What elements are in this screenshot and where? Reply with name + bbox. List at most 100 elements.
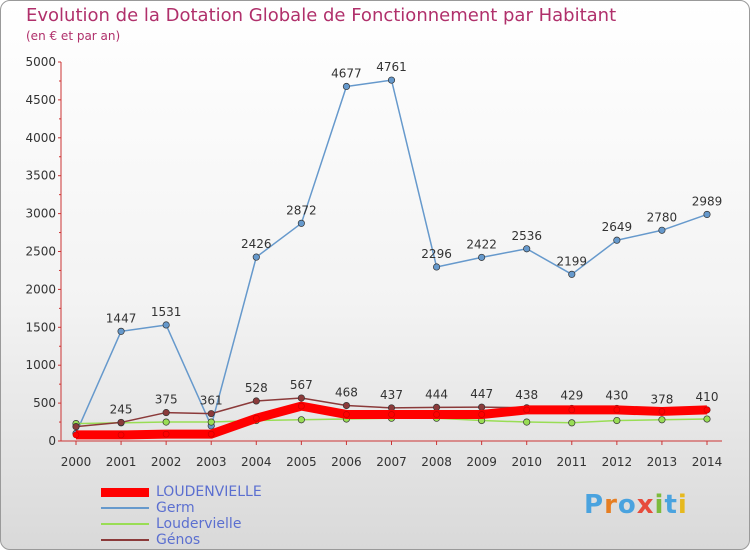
data-point-loudenvielle [658,408,666,415]
data-point-germ [297,219,305,227]
y-tick-label: 3500 [25,169,56,183]
data-label: 567 [290,378,313,392]
data-point-germ [433,263,441,271]
data-label: 430 [605,388,628,402]
data-label: 2872 [286,203,317,217]
data-point-loudenvielle [343,411,350,418]
data-point-loudenvielle [703,406,711,414]
legend-label: LOUDENVIELLE [156,484,262,500]
data-label: 2536 [511,229,542,243]
y-tick-label: 0 [48,434,56,448]
x-tick-label: 2009 [466,455,497,469]
data-point-génos [433,403,441,411]
data-point-germ [613,236,621,244]
data-point-loudervielle [162,418,170,426]
data-label: 4761 [376,60,407,74]
data-point-génos [117,418,125,426]
data-point-génos [342,401,350,410]
data-label: 2199 [557,254,588,268]
data-label: 2426 [241,237,272,251]
data-point-loudervielle [613,416,621,425]
x-tick-label: 2000 [61,455,92,469]
logo-letter: t [664,490,678,520]
data-label: 1531 [151,305,182,319]
data-point-loudenvielle [72,431,80,439]
data-point-germ [387,76,396,84]
x-tick-label: 2008 [421,455,452,469]
x-tick-label: 2010 [511,455,542,469]
y-tick-label: 500 [33,396,56,410]
x-tick-label: 2014 [692,455,723,469]
logo-letter: P [584,490,605,520]
data-point-génos [297,394,305,402]
data-point-germ [658,226,666,234]
data-point-loudenvielle [568,406,576,414]
series-line-germ [75,79,708,434]
data-label: 444 [425,387,448,401]
data-point-loudervielle [703,415,711,423]
data-label: 2422 [466,237,497,251]
data-point-loudervielle [658,416,666,424]
x-tick-label: 2004 [241,455,272,469]
data-label: 437 [380,388,403,402]
data-point-loudervielle [568,419,576,427]
data-point-loudenvielle [117,431,125,439]
legend-label: Génos [156,532,201,548]
logo-letter: i [677,490,688,520]
data-point-génos [72,423,80,431]
data-label: 528 [245,381,268,395]
data-point-loudenvielle [162,430,170,438]
data-label: 245 [110,402,133,416]
data-point-génos [478,403,486,411]
y-tick-label: 1000 [25,358,56,372]
legend-label: Loudervielle [156,516,242,532]
data-point-loudervielle [207,418,215,426]
proxiti-logo: Proxiti [584,490,688,520]
data-point-loudenvielle [252,414,260,422]
x-tick-label: 2012 [602,455,633,469]
x-tick-label: 2007 [376,455,407,469]
legend-label: Germ [156,500,195,516]
logo-letter: x [636,490,655,520]
logo-letter: i [654,490,665,520]
data-point-loudenvielle [298,402,305,410]
data-label: 2296 [421,247,452,261]
data-label: 2649 [602,220,633,234]
x-tick-label: 2011 [557,455,588,469]
data-point-germ [478,253,486,261]
data-point-germ [568,270,576,278]
x-tick-label: 2003 [196,455,227,469]
data-point-loudenvielle [478,411,485,418]
legend-swatch [101,487,149,497]
y-tick-label: 4000 [25,131,56,145]
chart-subtitle: (en € et par an) [26,29,121,43]
data-point-germ [162,321,170,329]
y-tick-label: 5000 [25,55,56,69]
data-label: 2989 [692,194,723,208]
data-label: 438 [515,388,538,402]
data-point-loudervielle [297,416,305,424]
data-point-germ [252,253,260,261]
x-tick-label: 2002 [151,455,182,469]
data-label: 2780 [647,210,678,224]
data-label: 1447 [106,311,137,325]
data-point-génos [162,409,170,417]
data-point-loudenvielle [388,411,395,418]
data-label: 468 [335,386,358,400]
data-point-germ [117,327,125,335]
logo-letter: r [604,490,618,520]
y-tick-label: 3000 [25,207,56,221]
legend-swatch [101,539,149,541]
data-point-germ [703,210,711,218]
x-tick-label: 2013 [647,455,678,469]
chart-title: Evolution de la Dotation Globale de Fonc… [26,5,617,26]
logo-letter: o [617,490,637,520]
data-point-germ [523,245,531,253]
x-tick-label: 2006 [331,455,362,469]
data-label: 447 [470,387,493,401]
data-label: 361 [200,394,223,408]
data-point-germ [342,82,350,91]
data-label: 375 [155,393,178,407]
